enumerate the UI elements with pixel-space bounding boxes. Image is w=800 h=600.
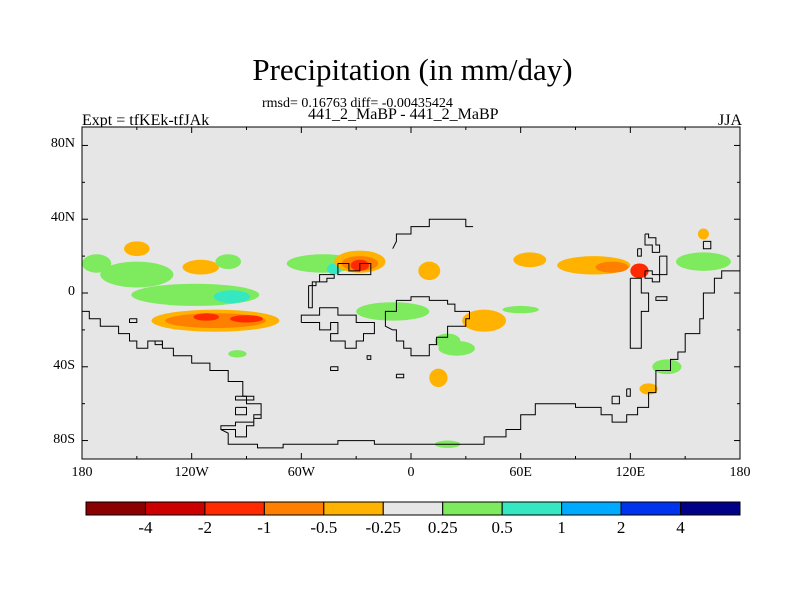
anomaly-patch-22 [513, 252, 547, 268]
anomaly-patch-19 [462, 309, 507, 332]
colorbar [85, 501, 741, 516]
anomaly-patch-11 [193, 313, 220, 321]
y-tick-label: 40S [53, 357, 75, 373]
colorbar-label: -4 [138, 518, 153, 537]
anomaly-patch-26 [676, 252, 731, 271]
coastline-22 [611, 395, 620, 405]
anomaly-patch-15 [418, 261, 441, 281]
tick-layer [81, 127, 741, 459]
colorbar-box-6 [442, 501, 503, 516]
anomaly-patch-20 [502, 305, 539, 314]
colorbar-label: 1 [557, 518, 566, 537]
coastline-13 [629, 277, 650, 349]
colorbar-box-5 [382, 501, 444, 516]
stats-line: rmsd= 0.16763 diff= -0.00435424 [262, 96, 453, 111]
anomaly-patch-3 [213, 290, 251, 304]
colorbar-label: -1 [257, 518, 272, 537]
anomaly-patch-28 [228, 350, 247, 358]
coastline-12 [154, 340, 163, 346]
colorbar-label: 4 [676, 518, 685, 537]
x-tick-label: 120W [174, 465, 209, 480]
coastline-8 [235, 406, 247, 416]
coastline-2 [308, 274, 335, 309]
colorbar-box-2 [204, 501, 265, 516]
y-tick-label: 80N [50, 136, 75, 152]
anomaly-patch-27 [215, 254, 242, 270]
x-tick-label: 180 [729, 465, 751, 480]
anomaly-patch-0 [82, 254, 112, 273]
anomaly-layer [82, 228, 731, 448]
coastline-20 [395, 373, 405, 379]
experiment-label: Expt = tfKEk-tfJAk [82, 112, 210, 129]
anomaly-patch-1 [100, 261, 174, 288]
coastline-4 [392, 218, 474, 249]
y-tick-label: 80S [53, 431, 75, 447]
colorbar-box-0 [85, 501, 146, 516]
anomaly-patch-18 [438, 340, 475, 356]
coastline-14 [655, 296, 668, 301]
y-tick-label: 0 [68, 284, 75, 299]
coastline-15 [644, 233, 661, 253]
coastline-16 [644, 270, 661, 283]
x-tick-label: 0 [407, 465, 415, 480]
colorbar-label: 0.5 [491, 518, 513, 537]
anomaly-patch-21 [429, 368, 448, 388]
colorbar-label: 2 [616, 518, 626, 537]
colorbar-label: -0.25 [365, 518, 401, 537]
x-tick-label: 60W [287, 465, 315, 480]
anomaly-patch-24 [595, 261, 629, 273]
colorbar-label: -2 [197, 518, 212, 537]
x-tick-label: 180 [71, 465, 93, 480]
colorbar-box-1 [144, 501, 206, 516]
x-tick-label: 60E [509, 465, 532, 480]
coastline-7 [235, 395, 255, 401]
colorbar-box-8 [561, 501, 622, 516]
colorbar-label: -0.5 [310, 518, 338, 537]
coastline-10 [330, 366, 339, 371]
coastline-19 [637, 248, 642, 257]
colorbar-label: 0.25 [427, 518, 458, 537]
anomaly-patch-10 [230, 315, 263, 323]
coastline-11 [129, 318, 138, 323]
colorbar-box-9 [620, 501, 682, 516]
plot-title: Precipitation (in mm/day) [252, 52, 573, 87]
coastline-layer [82, 218, 740, 449]
coastline-21 [626, 388, 631, 397]
anomaly-patch-32 [697, 228, 709, 240]
coastline-3 [337, 263, 372, 276]
coastline-18 [702, 240, 712, 250]
anomaly-patch-6 [124, 241, 150, 257]
anomaly-patch-31 [639, 383, 658, 395]
x-tick-label: 120E [615, 465, 646, 480]
colorbar-box-10 [680, 501, 741, 516]
colorbar-box-3 [263, 501, 325, 516]
coastline-9 [366, 355, 372, 360]
anomaly-patch-30 [652, 359, 682, 375]
colorbar-box-7 [501, 501, 563, 516]
coastline-1 [220, 270, 740, 449]
anomaly-patch-7 [182, 259, 220, 275]
coastline-5 [384, 296, 470, 357]
coastline-6 [300, 307, 375, 349]
coastline-17 [659, 255, 668, 276]
y-tick-label: 40N [50, 210, 75, 226]
season-label: JJA [717, 112, 742, 129]
colorbar-box-4 [323, 501, 384, 516]
anomaly-patch-25 [630, 263, 649, 279]
case-line: 441_2_MaBP - 441_2_MaBP [308, 106, 499, 123]
